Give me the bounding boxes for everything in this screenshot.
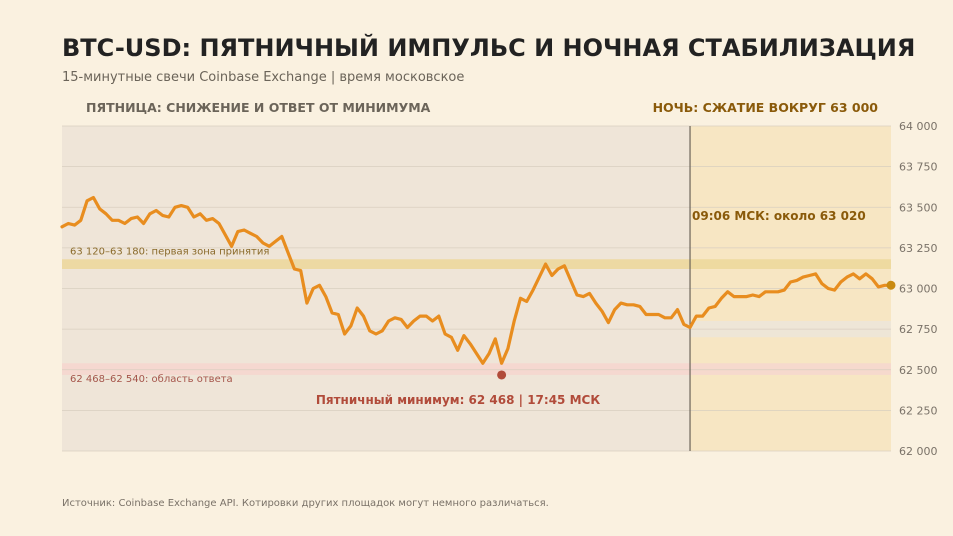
- price-band-1: [62, 363, 891, 375]
- price-band-0: [62, 259, 891, 269]
- last-price-marker: [886, 280, 896, 290]
- y-tick-label-2: 62 500: [899, 364, 938, 377]
- night-panel-label: НОЧЬ: СЖАТИЕ ВОКРУГ 63 000: [653, 100, 879, 115]
- band-label-0: 63 120–63 180: первая зона принятия: [70, 246, 269, 257]
- chart-title: BTC-USD: ПЯТНИЧНЫЙ ИМПУЛЬС И НОЧНАЯ СТАБ…: [62, 34, 916, 62]
- friday-panel-label: ПЯТНИЦА: СНИЖЕНИЕ И ОТВЕТ ОТ МИНИМУМА: [86, 100, 431, 115]
- night-annotation: 09:06 МСК: около 63 020: [692, 209, 866, 223]
- friday-low-annotation: Пятничный минимум: 62 468 | 17:45 МСК: [316, 393, 600, 407]
- y-tick-label-7: 63 750: [899, 161, 938, 174]
- y-tick-label-4: 63 000: [899, 283, 938, 296]
- source-note: Источник: Coinbase Exchange API. Котиров…: [62, 498, 549, 509]
- band-label-1: 62 468–62 540: область ответа: [70, 374, 233, 385]
- y-tick-label-5: 63 250: [899, 242, 938, 255]
- btc-price-line: [60, 195, 893, 365]
- y-tick-label-6: 63 500: [899, 201, 938, 214]
- chart-subtitle: 15-минутные свечи Coinbase Exchange | вр…: [62, 70, 465, 85]
- y-tick-label-0: 62 000: [899, 445, 938, 458]
- y-tick-label-8: 64 000: [899, 120, 938, 133]
- y-tick-label-3: 62 750: [899, 323, 938, 336]
- y-tick-label-1: 62 250: [899, 404, 938, 417]
- friday-low-marker: [497, 370, 507, 380]
